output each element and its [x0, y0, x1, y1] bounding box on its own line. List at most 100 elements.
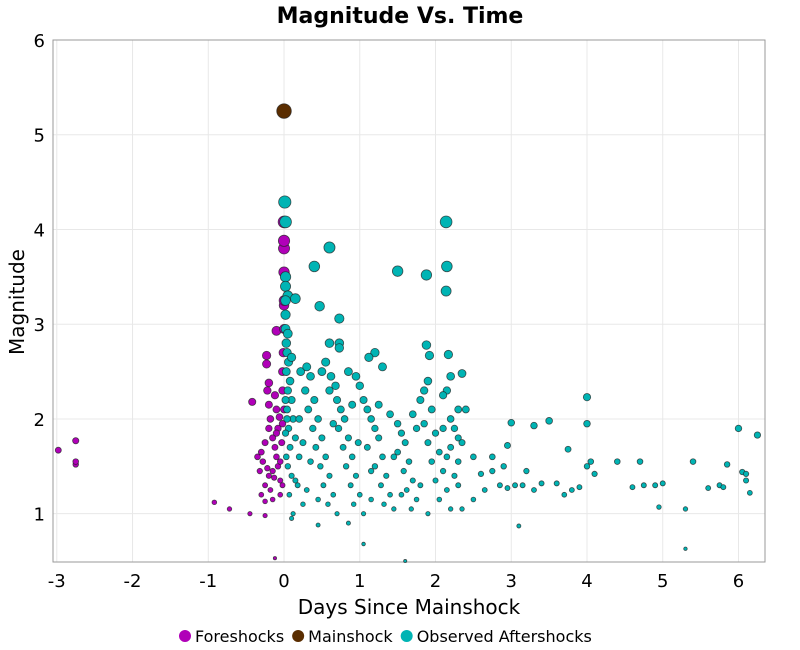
data-point — [262, 482, 269, 489]
data-point — [276, 458, 284, 465]
data-point — [262, 359, 272, 369]
data-point — [264, 378, 274, 388]
data-point — [326, 472, 333, 479]
data-point — [283, 386, 292, 395]
data-point — [378, 482, 384, 489]
data-point — [334, 424, 343, 433]
data-point — [425, 511, 431, 517]
data-point — [279, 482, 286, 489]
data-point — [345, 520, 351, 526]
data-point — [531, 487, 537, 493]
data-point — [753, 431, 762, 439]
data-point — [371, 424, 379, 433]
data-point — [359, 395, 368, 405]
data-point — [403, 487, 410, 493]
data-point — [390, 453, 398, 461]
data-point — [360, 511, 367, 517]
data-point — [516, 523, 522, 529]
data-point — [280, 295, 291, 306]
data-point — [334, 343, 345, 353]
data-point — [428, 458, 435, 465]
data-point — [286, 443, 294, 451]
data-point — [742, 470, 750, 477]
data-point — [564, 445, 572, 453]
legend-marker — [179, 630, 191, 642]
data-point — [308, 260, 321, 273]
data-point — [436, 496, 443, 503]
data-point — [398, 491, 405, 498]
data-point — [682, 506, 689, 512]
data-point — [333, 395, 342, 405]
data-point — [403, 559, 408, 564]
data-point — [336, 405, 345, 414]
data-point — [723, 461, 731, 468]
data-point — [583, 419, 591, 428]
data-point — [368, 496, 374, 503]
data-point — [614, 458, 621, 465]
data-point — [500, 463, 507, 470]
y-tick-label: 4 — [34, 220, 45, 241]
data-point — [746, 489, 753, 496]
data-point — [276, 103, 292, 119]
y-tick-label: 5 — [34, 126, 45, 147]
data-point — [265, 472, 272, 479]
data-point — [295, 453, 303, 461]
data-point — [538, 480, 545, 487]
x-tick-label: -1 — [199, 571, 217, 592]
x-tick-label: 5 — [657, 571, 668, 592]
data-point — [277, 477, 284, 484]
data-point — [281, 367, 291, 376]
data-point — [568, 487, 575, 493]
data-point — [315, 496, 321, 503]
data-point — [371, 463, 379, 470]
data-point — [432, 477, 439, 484]
data-point — [318, 434, 326, 442]
points — [54, 103, 762, 564]
data-point — [458, 439, 466, 447]
data-point — [279, 215, 292, 229]
series-mainshock — [276, 103, 292, 119]
data-point — [295, 415, 303, 423]
data-point — [291, 434, 299, 442]
data-point — [271, 474, 278, 481]
data-point — [454, 458, 462, 465]
data-point — [263, 386, 272, 395]
data-point — [435, 448, 443, 456]
data-point — [284, 463, 292, 470]
data-point — [427, 405, 436, 414]
data-point — [591, 470, 598, 477]
data-point — [470, 453, 477, 461]
data-point — [300, 501, 306, 507]
data-point — [379, 453, 386, 461]
data-point — [248, 397, 257, 406]
y-tick-label: 3 — [34, 315, 45, 336]
data-point — [381, 501, 387, 507]
data-point — [394, 448, 402, 456]
data-point — [367, 467, 375, 475]
data-point — [347, 482, 354, 489]
data-point — [285, 376, 295, 386]
legend: Foreshocks Mainshock Observed Aftershocks — [179, 627, 592, 646]
data-point — [391, 506, 397, 512]
data-point — [344, 367, 353, 376]
data-point — [441, 260, 453, 273]
data-point — [459, 506, 465, 512]
data-point — [296, 367, 306, 376]
data-point — [329, 419, 337, 428]
data-point — [312, 443, 320, 451]
data-point — [587, 458, 595, 465]
data-point — [325, 386, 334, 395]
data-point — [257, 448, 265, 456]
series-observed-aftershocks — [278, 195, 762, 564]
data-point — [226, 506, 233, 512]
data-point — [454, 405, 463, 414]
data-point — [455, 482, 462, 489]
data-point — [477, 470, 485, 477]
data-point — [363, 405, 372, 414]
data-point — [324, 338, 335, 348]
data-point — [652, 482, 659, 489]
data-point — [277, 234, 291, 247]
data-point — [72, 437, 80, 445]
data-point — [412, 424, 421, 433]
data-point — [439, 424, 447, 433]
